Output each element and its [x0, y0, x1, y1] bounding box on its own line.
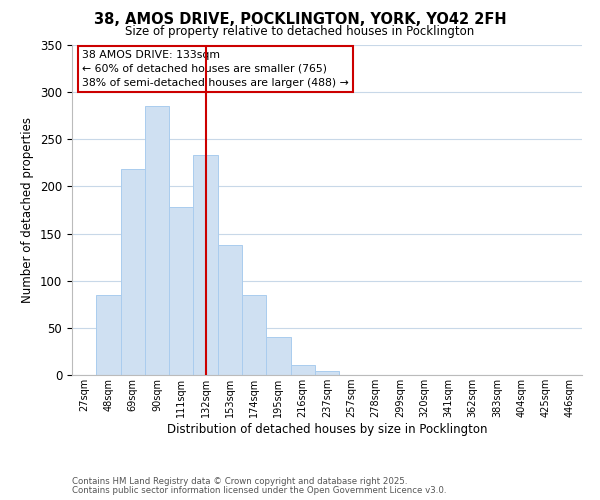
- Bar: [169, 207, 193, 375]
- Bar: [315, 371, 339, 375]
- Text: Contains public sector information licensed under the Open Government Licence v3: Contains public sector information licen…: [72, 486, 446, 495]
- Bar: [242, 295, 266, 375]
- Text: 38 AMOS DRIVE: 133sqm
← 60% of detached houses are smaller (765)
38% of semi-det: 38 AMOS DRIVE: 133sqm ← 60% of detached …: [82, 50, 349, 88]
- Text: Size of property relative to detached houses in Pocklington: Size of property relative to detached ho…: [125, 25, 475, 38]
- Text: Contains HM Land Registry data © Crown copyright and database right 2025.: Contains HM Land Registry data © Crown c…: [72, 477, 407, 486]
- X-axis label: Distribution of detached houses by size in Pocklington: Distribution of detached houses by size …: [167, 423, 487, 436]
- Bar: [218, 245, 242, 375]
- Bar: [145, 106, 169, 375]
- Bar: [193, 156, 218, 375]
- Text: 38, AMOS DRIVE, POCKLINGTON, YORK, YO42 2FH: 38, AMOS DRIVE, POCKLINGTON, YORK, YO42 …: [94, 12, 506, 28]
- Bar: [290, 364, 315, 375]
- Y-axis label: Number of detached properties: Number of detached properties: [22, 117, 34, 303]
- Bar: [266, 338, 290, 375]
- Bar: [121, 170, 145, 375]
- Bar: [96, 295, 121, 375]
